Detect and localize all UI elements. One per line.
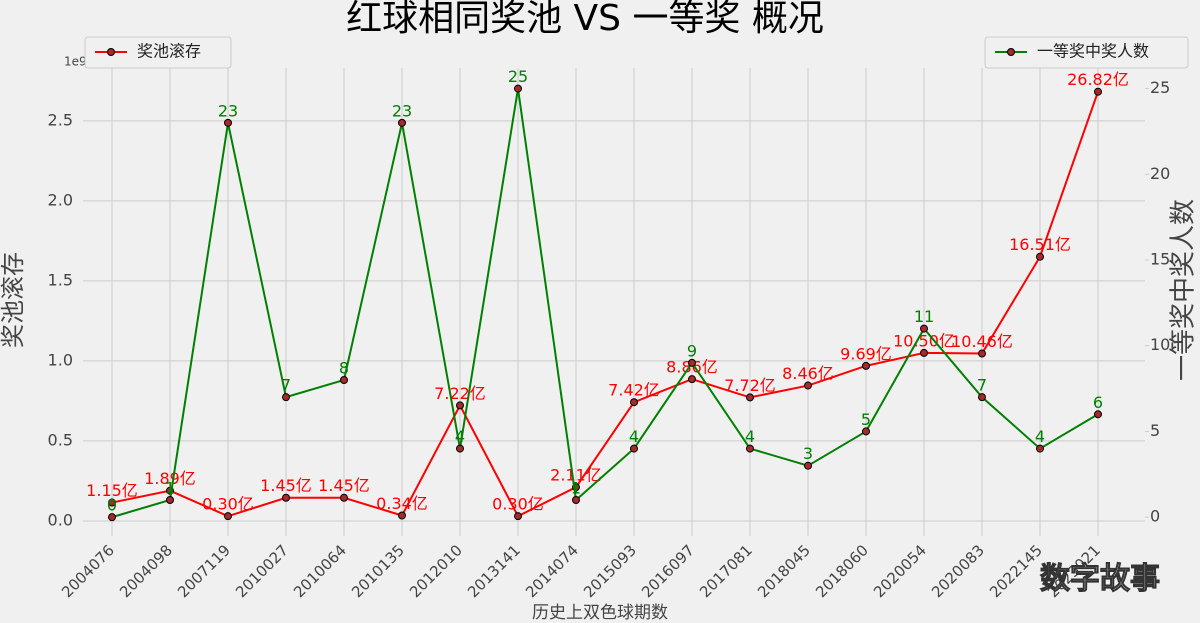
data-label: 1.45亿: [318, 476, 370, 495]
watermark: 数字故事: [1040, 562, 1160, 597]
legend-box: [84, 36, 232, 69]
data-label: 4: [629, 427, 639, 446]
data-label: 10.50亿: [893, 331, 955, 350]
y2-tick-label: 0: [1150, 507, 1160, 526]
data-label: 7.42亿: [608, 381, 660, 400]
data-point: [456, 444, 464, 453]
data-point: [224, 512, 232, 521]
data-point: [630, 398, 638, 407]
data-point: [224, 118, 232, 127]
data-label: 8.86亿: [666, 358, 718, 377]
data-label: 1: [571, 479, 581, 498]
data-point: [514, 512, 522, 521]
y-tick-label: 0.5: [48, 430, 73, 449]
data-label: 1: [165, 479, 175, 498]
data-label: 8.46亿: [782, 364, 834, 383]
data-point: [862, 361, 870, 370]
data-point: [340, 493, 348, 502]
data-label: 9.69亿: [840, 344, 892, 363]
data-point: [108, 498, 116, 507]
y-axis-label: 奖池滚存: [0, 252, 27, 348]
data-label: 16.51亿: [1009, 235, 1071, 254]
data-label: 5: [861, 410, 871, 429]
data-label: 0: [107, 496, 117, 515]
y-tick-label: 2.5: [48, 110, 73, 129]
data-point: [920, 324, 928, 333]
data-label: 0.30亿: [202, 495, 254, 514]
data-point: [398, 118, 406, 127]
data-point: [688, 358, 696, 367]
data-label: 3: [803, 444, 813, 463]
data-label: 4: [1035, 427, 1045, 446]
data-point: [1036, 444, 1044, 453]
data-label: 7.72亿: [724, 376, 776, 395]
data-label: 25: [508, 67, 528, 86]
y-tick-label: 0.0: [48, 510, 73, 529]
data-label: 26.82亿: [1067, 70, 1129, 89]
y2-tick-label: 5: [1150, 421, 1160, 440]
legend-label: 一等奖中奖人数: [1037, 42, 1149, 61]
data-label: 8: [339, 359, 349, 378]
legend-marker: [107, 48, 115, 56]
data-label: 6: [1093, 393, 1103, 412]
series-line: [111, 91, 1099, 518]
y-tick-label: 2.0: [48, 190, 73, 209]
chart-title: 红球相同奖池 VS 一等奖 概况: [346, 0, 824, 39]
data-label: 7: [977, 376, 987, 395]
data-label: 0.30亿: [492, 495, 544, 514]
data-point: [340, 376, 348, 384]
y2-tick-label: 15: [1150, 250, 1170, 269]
data-point: [804, 381, 812, 390]
data-label: 4: [455, 427, 465, 446]
data-point: [1036, 252, 1044, 261]
y2-tick-label: 25: [1150, 78, 1170, 97]
data-point: [804, 461, 812, 470]
data-point: [282, 393, 290, 402]
legend-box: [984, 36, 1189, 69]
y2-tick-label: 20: [1150, 164, 1170, 183]
data-label: 10.46亿: [951, 332, 1013, 351]
data-label: 11: [914, 307, 934, 326]
data-label: 7.22亿: [434, 384, 486, 403]
x-axis-label: 历史上双色球期数: [532, 603, 668, 623]
data-point: [688, 375, 696, 384]
series-line: [111, 88, 1099, 519]
data-point: [108, 513, 116, 522]
data-label: 1.45亿: [260, 476, 312, 495]
data-label: 7: [281, 376, 291, 395]
data-label: 1.89亿: [144, 469, 196, 488]
data-point: [978, 349, 986, 358]
y-offset-label: 1e9: [64, 55, 87, 69]
y-tick-label: 1.0: [48, 350, 73, 369]
y2-tick-label: 10: [1150, 335, 1170, 354]
data-point: [572, 496, 580, 504]
data-point: [282, 493, 290, 502]
data-point: [514, 84, 522, 93]
data-point: [862, 427, 870, 436]
data-label: 0.34亿: [376, 494, 428, 513]
y-tick-label: 1.5: [48, 270, 73, 289]
data-label: 4: [745, 427, 755, 446]
data-label: 23: [218, 101, 238, 120]
data-point: [746, 393, 754, 402]
data-point: [978, 393, 986, 402]
legend-marker: [1007, 48, 1015, 56]
data-point: [456, 401, 464, 410]
data-label: 1.15亿: [86, 481, 138, 500]
data-point: [746, 444, 754, 453]
data-point: [630, 444, 638, 453]
data-label: 2.11亿: [550, 466, 602, 485]
y2-axis-label: 一等奖中奖人数: [1169, 199, 1199, 381]
data-point: [398, 511, 406, 520]
legend-label: 奖池滚存: [137, 42, 201, 61]
data-label: 9: [687, 341, 697, 360]
data-point: [166, 496, 174, 504]
data-label: 23: [392, 101, 412, 120]
data-point: [920, 348, 928, 357]
data-point: [1094, 87, 1102, 96]
data-point: [1094, 410, 1102, 419]
